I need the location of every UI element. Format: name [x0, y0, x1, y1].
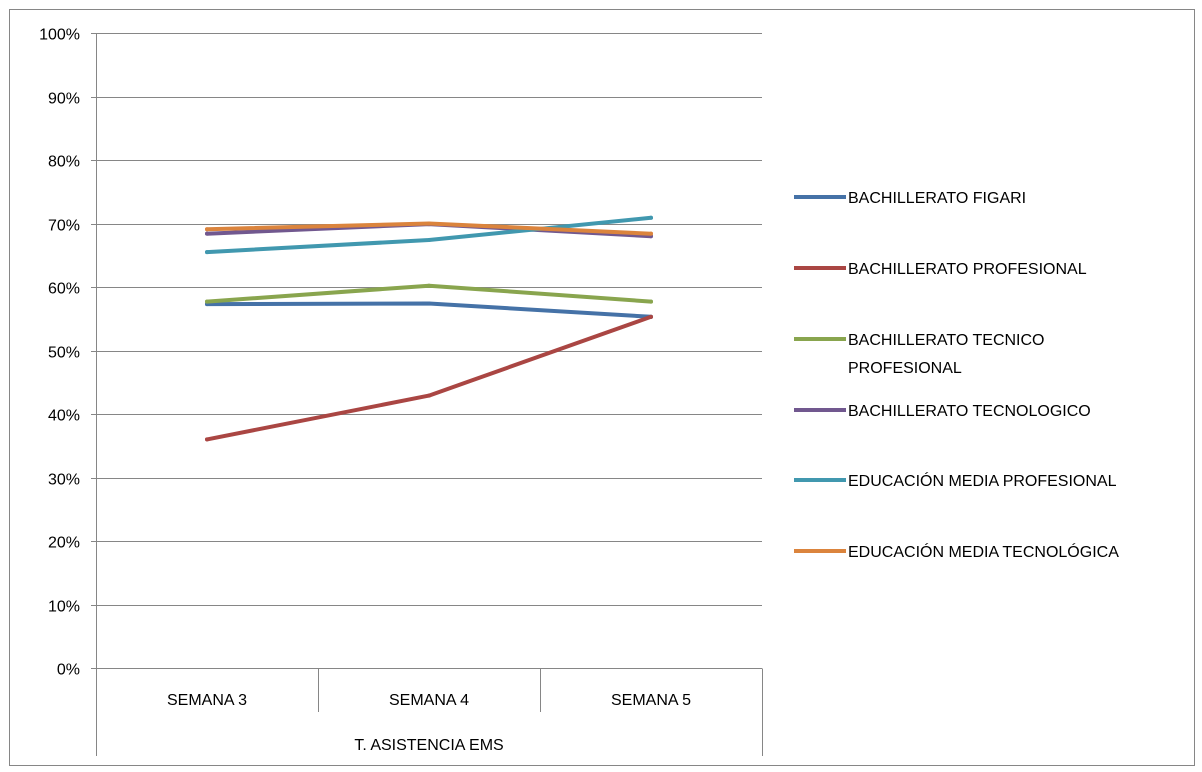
data-point	[649, 215, 653, 220]
data-point	[427, 393, 431, 398]
data-point	[427, 238, 431, 243]
data-point	[205, 227, 209, 232]
data-point	[427, 221, 431, 226]
legend-label: BACHILLERATO PROFESIONAL	[848, 261, 1087, 278]
y-tick-label: 20%	[48, 535, 80, 552]
x-tick-label: SEMANA 4	[389, 692, 469, 709]
data-point	[427, 301, 431, 306]
data-point	[649, 314, 653, 319]
y-tick-label: 60%	[48, 281, 80, 298]
legend-label: BACHILLERATO FIGARI	[848, 190, 1026, 207]
chart-border	[9, 9, 1195, 766]
series-lines	[205, 215, 653, 442]
y-tick-label: 10%	[48, 599, 80, 616]
y-tick-label: 70%	[48, 218, 80, 235]
legend-label: EDUCACIÓN MEDIA PROFESIONAL	[848, 471, 1117, 490]
y-tick-label: 90%	[48, 91, 80, 108]
y-tick-label: 80%	[48, 154, 80, 171]
data-point	[649, 299, 653, 304]
axes: 0% 10% 20% 30% 40% 50% 60% 70% 80% 90% 100% SEMANA …	[39, 27, 763, 756]
y-tick-label: 0%	[57, 662, 80, 679]
y-tick-label: 100%	[39, 27, 80, 44]
data-point	[205, 437, 209, 442]
data-point	[427, 283, 431, 288]
y-tick-label: 40%	[48, 408, 80, 425]
data-point	[205, 231, 209, 236]
legend: BACHILLERATO FIGARI BACHILLERATO PROFESIO…	[794, 190, 1119, 561]
legend-label: BACHILLERATO TECNICO	[848, 332, 1045, 349]
data-point	[205, 299, 209, 304]
legend-label: PROFESIONAL	[848, 360, 962, 377]
legend-label: EDUCACIÓN MEDIA TECNOLÓGICA	[848, 542, 1119, 561]
x-tick-label: SEMANA 3	[167, 692, 247, 709]
y-tick-label: 50%	[48, 345, 80, 362]
data-point	[649, 231, 653, 236]
legend-label: BACHILLERATO TECNOLOGICO	[848, 403, 1091, 420]
data-point	[205, 250, 209, 255]
x-tick-label: SEMANA 5	[611, 692, 691, 709]
y-tick-label: 30%	[48, 472, 80, 489]
x-group-label: T. ASISTENCIA EMS	[354, 737, 503, 754]
